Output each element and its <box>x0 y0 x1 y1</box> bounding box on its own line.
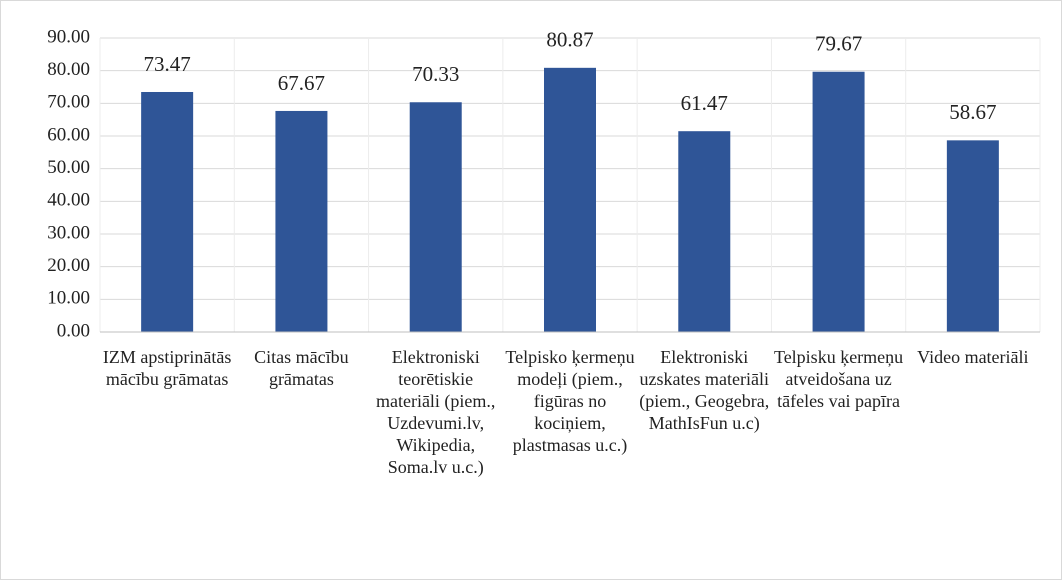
bar <box>275 110 328 332</box>
y-tick-label: 20.00 <box>47 255 90 276</box>
value-label: 80.87 <box>546 28 593 52</box>
bar <box>678 131 731 332</box>
value-label: 79.67 <box>815 32 862 56</box>
y-tick-label: 0.00 <box>57 320 90 341</box>
bar <box>946 140 999 332</box>
x-tick-label: Telpisko ķermeņu modeļi (piem., figūras … <box>505 347 635 455</box>
value-label: 67.67 <box>278 71 325 95</box>
y-tick-label: 10.00 <box>47 288 90 309</box>
value-label: 73.47 <box>144 52 191 76</box>
y-tick-label: 90.00 <box>47 26 90 47</box>
bar <box>544 67 596 332</box>
x-tick-label: Video materiāli <box>917 347 1029 367</box>
bar <box>409 102 462 332</box>
y-tick-label: 60.00 <box>47 124 90 145</box>
bar <box>812 71 865 333</box>
value-label: 61.47 <box>681 91 728 115</box>
x-tick-label: Telpisku ķermeņu atveidošana uz tāfeles … <box>773 347 904 411</box>
y-tick-label: 40.00 <box>47 190 90 211</box>
y-tick-label: 50.00 <box>47 157 90 178</box>
y-tick-label: 30.00 <box>47 222 90 243</box>
y-tick-label: 70.00 <box>47 92 90 113</box>
y-tick-label: 80.00 <box>47 59 90 80</box>
x-tick-label: Elektroniski teorētiskie materiāli (piem… <box>375 347 496 477</box>
x-tick-label: Citas mācību grāmatas <box>254 347 349 389</box>
x-tick-label: Elektroniski uzskates materiāli (piem., … <box>639 347 770 433</box>
bar <box>141 91 194 332</box>
value-label: 58.67 <box>949 100 996 124</box>
x-tick-label: IZM apstiprinātās mācību grāmatas <box>102 347 232 389</box>
value-label: 70.33 <box>412 62 459 86</box>
